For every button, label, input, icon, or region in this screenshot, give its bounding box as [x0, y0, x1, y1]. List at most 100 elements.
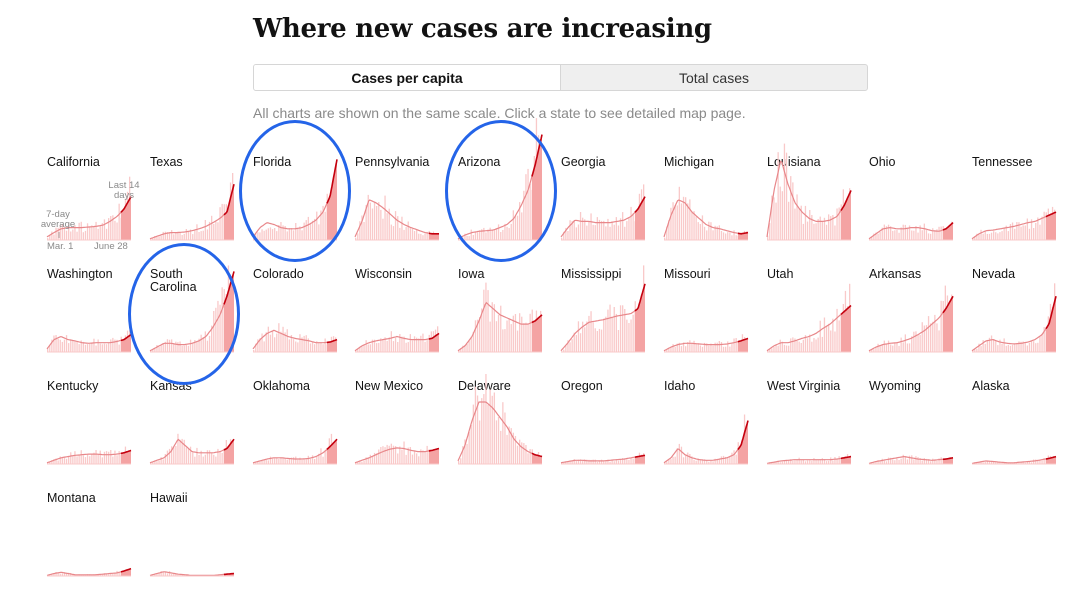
state-sparkline	[868, 221, 954, 241]
state-chart-florida[interactable]: Florida	[252, 156, 341, 256]
daily-bar	[286, 459, 288, 464]
daily-bar	[297, 342, 299, 352]
daily-bar	[594, 225, 596, 240]
daily-bar	[879, 231, 881, 240]
state-chart-new-mexico[interactable]: New Mexico	[354, 380, 443, 480]
daily-bar	[825, 326, 828, 352]
state-chart-south-carolina[interactable]: South Carolina	[149, 265, 238, 368]
recent-average-line	[840, 304, 852, 316]
daily-bar	[877, 460, 879, 464]
state-chart-louisiana[interactable]: Louisiana	[766, 143, 855, 256]
daily-bar	[286, 329, 288, 352]
daily-bar	[424, 341, 426, 352]
daily-bar	[1024, 225, 1026, 240]
state-chart-pennsylvania[interactable]: Pennsylvania	[354, 156, 443, 256]
state-chart-west-virginia[interactable]: West Virginia	[766, 380, 855, 480]
state-chart-michigan[interactable]: Michigan	[663, 156, 752, 256]
daily-bar	[278, 225, 280, 240]
daily-bar	[112, 215, 114, 240]
daily-bar	[521, 212, 523, 240]
daily-bar	[80, 450, 82, 464]
daily-bar	[213, 311, 215, 352]
daily-bar	[183, 439, 185, 464]
state-chart-iowa[interactable]: Iowa	[457, 268, 546, 368]
state-chart-washington[interactable]: Washington	[46, 268, 135, 368]
daily-bar	[978, 234, 980, 240]
state-chart-idaho[interactable]: Idaho	[663, 380, 752, 480]
daily-bar	[458, 350, 460, 352]
daily-bar	[666, 350, 668, 352]
daily-bar	[785, 460, 788, 464]
metric-toggle[interactable]: Cases per capita Total cases	[253, 64, 868, 91]
daily-bar	[70, 452, 72, 464]
state-chart-kansas[interactable]: Kansas	[149, 380, 238, 480]
state-chart-arizona[interactable]: Arizona	[457, 118, 546, 256]
toggle-total-cases[interactable]: Total cases	[560, 65, 867, 90]
daily-bar	[479, 420, 481, 464]
daily-bar	[1001, 231, 1003, 240]
daily-bar	[487, 229, 489, 240]
daily-bar	[411, 454, 414, 464]
state-chart-california[interactable]: California Last 14 days 7-day average Mar. …	[41, 156, 140, 256]
daily-bar	[609, 226, 611, 240]
state-name: Louisiana	[767, 155, 821, 169]
daily-bar	[561, 237, 563, 240]
daily-bar	[378, 342, 380, 352]
daily-bar	[988, 337, 991, 352]
state-chart-texas[interactable]: Texas	[149, 156, 238, 256]
state-chart-arkansas[interactable]: Arkansas	[868, 268, 957, 368]
daily-bar	[63, 226, 66, 240]
daily-bar	[603, 220, 605, 240]
state-chart-nevada[interactable]: Nevada	[971, 268, 1060, 368]
daily-bar	[392, 445, 395, 464]
state-chart-missouri[interactable]: Missouri	[663, 268, 752, 368]
daily-bar	[280, 331, 282, 352]
daily-bar	[198, 232, 200, 240]
state-chart-ohio[interactable]: Ohio	[868, 156, 957, 256]
state-chart-colorado[interactable]: Colorado	[252, 268, 341, 368]
daily-bar	[573, 332, 575, 352]
daily-bar	[1016, 222, 1018, 240]
toggle-cases-per-capita[interactable]: Cases per capita	[254, 65, 560, 90]
recent-average-line	[326, 338, 338, 344]
state-chart-kentucky[interactable]: Kentucky	[46, 380, 135, 480]
state-chart-tennessee[interactable]: Tennessee	[971, 156, 1060, 256]
state-chart-hawaii[interactable]: Hawaii	[149, 492, 238, 592]
daily-bar	[567, 340, 569, 352]
state-chart-alaska[interactable]: Alaska	[971, 380, 1060, 480]
state-chart-montana[interactable]: Montana	[46, 492, 135, 592]
daily-bar	[1028, 342, 1031, 352]
recent-average-line	[634, 454, 646, 458]
daily-bar	[388, 445, 390, 464]
daily-bar	[259, 461, 261, 464]
state-chart-mississippi[interactable]: Mississippi	[560, 265, 649, 368]
state-sparkline	[149, 571, 235, 577]
state-chart-delaware[interactable]: Delaware	[457, 374, 546, 480]
daily-bar	[378, 202, 380, 240]
daily-bar	[783, 460, 786, 464]
state-chart-georgia[interactable]: Georgia	[560, 156, 649, 256]
state-chart-utah[interactable]: Utah	[766, 268, 855, 368]
daily-bar	[995, 232, 997, 240]
daily-bar	[422, 450, 424, 464]
state-chart-wyoming[interactable]: Wyoming	[868, 380, 957, 480]
daily-bar	[630, 458, 632, 464]
state-chart-oregon[interactable]: Oregon	[560, 380, 649, 480]
daily-bar	[55, 572, 57, 576]
recent-average-line	[531, 134, 543, 177]
state-chart-wisconsin[interactable]: Wisconsin	[354, 268, 443, 368]
state-chart-oklahoma[interactable]: Oklahoma	[252, 380, 341, 480]
daily-bar	[836, 208, 838, 240]
daily-bar	[716, 342, 718, 352]
daily-bar	[794, 338, 796, 352]
daily-bar	[701, 459, 704, 464]
daily-bar	[68, 456, 70, 464]
daily-bar	[204, 220, 206, 240]
daily-bar	[938, 330, 940, 352]
daily-bar	[993, 231, 995, 240]
daily-bar	[187, 448, 190, 464]
daily-bar	[373, 452, 376, 464]
daily-bar	[221, 287, 223, 352]
daily-bar	[1011, 222, 1014, 240]
daily-bar	[932, 321, 934, 352]
